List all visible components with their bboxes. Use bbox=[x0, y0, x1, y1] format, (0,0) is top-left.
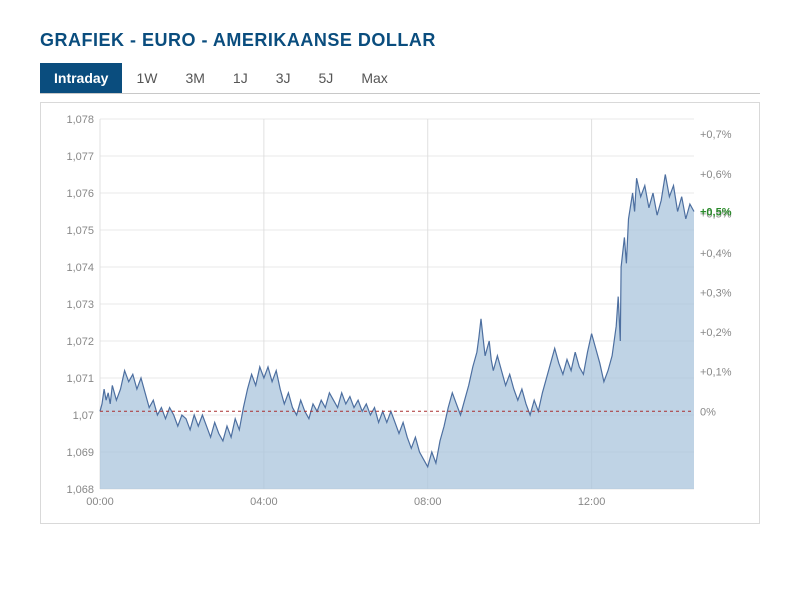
chart-title: GRAFIEK - EURO - AMERIKAANSE DOLLAR bbox=[40, 30, 760, 51]
svg-text:+0,3%: +0,3% bbox=[700, 288, 732, 300]
tab-3m[interactable]: 3M bbox=[171, 63, 218, 93]
tab-1w[interactable]: 1W bbox=[122, 63, 171, 93]
tab-1j[interactable]: 1J bbox=[219, 63, 262, 93]
svg-text:1,074: 1,074 bbox=[66, 262, 94, 274]
tab-intraday[interactable]: Intraday bbox=[40, 63, 122, 93]
svg-text:1,077: 1,077 bbox=[66, 151, 94, 163]
timeframe-tabs: Intraday1W3M1J3J5JMax bbox=[40, 63, 760, 94]
svg-text:1,076: 1,076 bbox=[66, 188, 94, 200]
svg-text:+0,1%: +0,1% bbox=[700, 367, 732, 379]
svg-text:+0,2%: +0,2% bbox=[700, 327, 732, 339]
svg-text:0%: 0% bbox=[700, 406, 716, 418]
tab-max[interactable]: Max bbox=[347, 63, 401, 93]
svg-text:1,07: 1,07 bbox=[73, 410, 94, 422]
svg-text:+0,4%: +0,4% bbox=[700, 248, 732, 260]
svg-text:08:00: 08:00 bbox=[414, 496, 442, 508]
svg-text:12:00: 12:00 bbox=[578, 496, 606, 508]
svg-text:1,068: 1,068 bbox=[66, 484, 94, 496]
svg-text:1,072: 1,072 bbox=[66, 336, 94, 348]
svg-text:1,071: 1,071 bbox=[66, 373, 94, 385]
tab-3j[interactable]: 3J bbox=[262, 63, 305, 93]
svg-text:+0,6%: +0,6% bbox=[700, 169, 732, 181]
svg-text:1,069: 1,069 bbox=[66, 447, 94, 459]
svg-text:+0,5%: +0,5% bbox=[700, 207, 732, 219]
svg-text:1,075: 1,075 bbox=[66, 225, 94, 237]
chart-container: 1,068 1,069 1,07 1,071 1,072 1,073 1,074 1,075 1… bbox=[40, 102, 760, 524]
tab-5j[interactable]: 5J bbox=[305, 63, 348, 93]
svg-text:00:00: 00:00 bbox=[86, 496, 114, 508]
price-chart: 1,068 1,069 1,07 1,071 1,072 1,073 1,074 1,075 1… bbox=[45, 109, 755, 519]
svg-text:1,078: 1,078 bbox=[66, 114, 94, 126]
svg-text:04:00: 04:00 bbox=[250, 496, 278, 508]
svg-text:1,073: 1,073 bbox=[66, 299, 94, 311]
svg-text:+0,7%: +0,7% bbox=[700, 129, 732, 141]
